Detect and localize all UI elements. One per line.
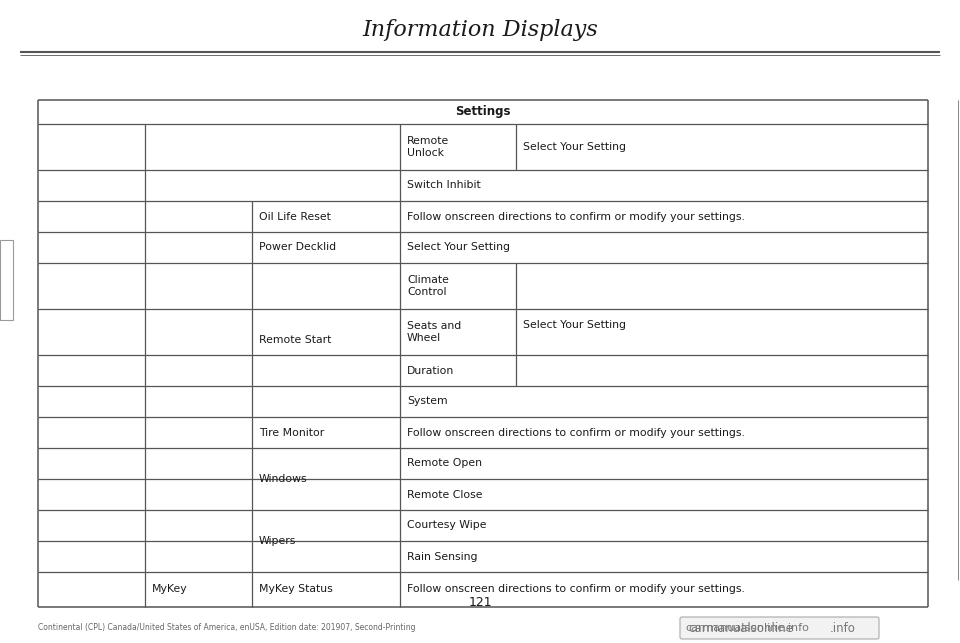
Text: .info: .info (830, 622, 856, 635)
Text: Windows: Windows (259, 474, 307, 484)
Text: Climate
Control: Climate Control (407, 275, 449, 297)
Text: Information Displays: Information Displays (362, 19, 598, 41)
Text: 121: 121 (468, 595, 492, 608)
Text: Tire Monitor: Tire Monitor (259, 428, 324, 437)
Text: Select Your Setting: Select Your Setting (523, 320, 626, 329)
Text: Duration: Duration (407, 365, 454, 376)
Text: Oil Life Reset: Oil Life Reset (259, 212, 331, 221)
Text: Settings: Settings (455, 105, 511, 118)
Text: Follow onscreen directions to confirm or modify your settings.: Follow onscreen directions to confirm or… (407, 584, 745, 595)
Text: System: System (407, 397, 447, 406)
Text: carmanualsonline.info: carmanualsonline.info (685, 623, 809, 633)
Text: Remote
Unlock: Remote Unlock (407, 136, 449, 158)
Text: Wipers: Wipers (259, 536, 297, 546)
Text: Select Your Setting: Select Your Setting (407, 242, 510, 253)
Bar (0, 240, 13, 320)
Text: Remote Close: Remote Close (407, 489, 483, 500)
Text: Remote Open: Remote Open (407, 458, 482, 469)
Text: MyKey: MyKey (152, 584, 187, 595)
Text: Remote Start: Remote Start (259, 335, 331, 345)
Text: Courtesy Wipe: Courtesy Wipe (407, 520, 487, 530)
Text: carmanualsonline: carmanualsonline (688, 622, 793, 635)
Text: Follow onscreen directions to confirm or modify your settings.: Follow onscreen directions to confirm or… (407, 212, 745, 221)
Text: Rain Sensing: Rain Sensing (407, 552, 477, 561)
FancyBboxPatch shape (680, 617, 879, 639)
Text: Seats and
Wheel: Seats and Wheel (407, 322, 461, 343)
Text: Switch Inhibit: Switch Inhibit (407, 181, 481, 190)
Text: Power Decklid: Power Decklid (259, 242, 336, 253)
Text: Select Your Setting: Select Your Setting (523, 142, 626, 152)
Text: Follow onscreen directions to confirm or modify your settings.: Follow onscreen directions to confirm or… (407, 428, 745, 437)
Text: MyKey Status: MyKey Status (259, 584, 333, 595)
Text: Continental (CPL) Canada/United States of America, enUSA, Edition date: 201907, : Continental (CPL) Canada/United States o… (38, 624, 416, 633)
